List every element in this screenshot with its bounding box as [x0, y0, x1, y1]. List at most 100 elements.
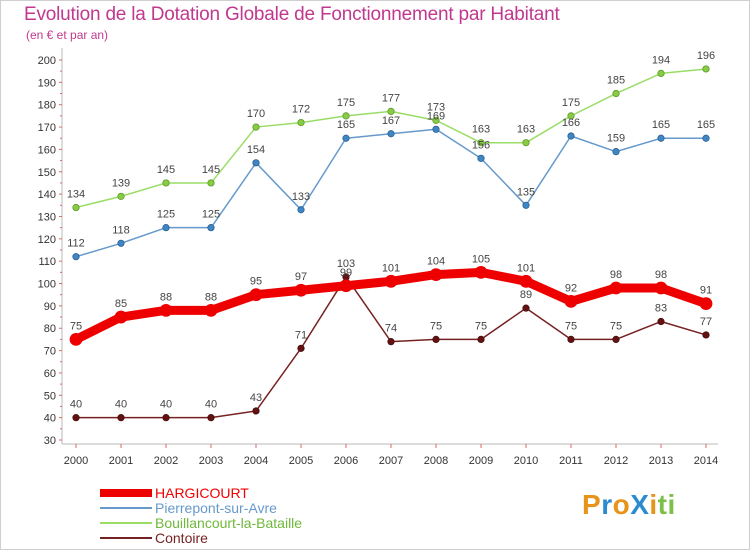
x-tick-label: 2012: [604, 455, 628, 467]
data-label-contoire: 77: [700, 316, 712, 328]
x-tick-label: 2001: [109, 455, 133, 467]
data-label-contoire: 74: [385, 323, 397, 335]
data-point-bouillancourt-la-bataille: [702, 65, 710, 73]
y-tick-label: 50: [44, 390, 56, 402]
data-point-contoire: [657, 317, 665, 326]
data-label-hargicourt: 105: [472, 253, 490, 265]
data-label-bouillancourt-la-bataille: 175: [337, 97, 355, 109]
data-point-pierrepont-sur-avre: [432, 125, 440, 133]
data-point-hargicourt: [339, 279, 353, 293]
data-label-pierrepont-sur-avre: 167: [382, 115, 400, 127]
data-point-contoire: [612, 335, 620, 344]
data-label-contoire: 43: [250, 392, 262, 404]
data-label-bouillancourt-la-bataille: 145: [157, 164, 175, 176]
data-label-pierrepont-sur-avre: 165: [652, 119, 670, 131]
x-tick-label: 2014: [694, 455, 718, 467]
data-label-pierrepont-sur-avre: 135: [517, 186, 535, 198]
x-tick-label: 2010: [514, 455, 538, 467]
data-label-hargicourt: 99: [340, 267, 352, 279]
data-label-contoire: 75: [610, 320, 622, 332]
legend-label: Contoire: [155, 530, 208, 546]
data-label-pierrepont-sur-avre: 118: [112, 224, 130, 236]
data-point-contoire: [297, 344, 305, 352]
legend-swatch: [100, 522, 152, 524]
x-tick-label: 2002: [154, 455, 178, 467]
data-label-contoire: 75: [565, 320, 577, 332]
x-tick-label: 2013: [649, 455, 673, 467]
data-label-contoire: 83: [655, 303, 667, 315]
data-point-pierrepont-sur-avre: [117, 239, 125, 247]
data-point-pierrepont-sur-avre: [252, 159, 260, 167]
data-label-pierrepont-sur-avre: 169: [427, 110, 445, 122]
data-label-hargicourt: 88: [205, 291, 217, 303]
x-tick-label: 2006: [334, 455, 358, 467]
proxiti-logo: ProXiti: [582, 489, 676, 520]
data-point-bouillancourt-la-bataille: [387, 107, 395, 116]
x-tick-label: 2003: [199, 455, 223, 467]
data-point-hargicourt: [429, 268, 443, 281]
data-point-pierrepont-sur-avre: [477, 154, 485, 162]
data-label-pierrepont-sur-avre: 125: [202, 209, 220, 221]
y-tick-label: 110: [38, 256, 56, 268]
data-point-bouillancourt-la-bataille: [477, 139, 485, 147]
data-point-contoire: [567, 335, 575, 344]
chart-subtitle: (en € et par an): [26, 28, 109, 42]
data-label-contoire: 71: [295, 329, 307, 341]
data-label-bouillancourt-la-bataille: 177: [382, 92, 400, 104]
data-label-pierrepont-sur-avre: 166: [562, 117, 580, 129]
data-point-hargicourt: [609, 281, 623, 295]
x-tick-label: 2008: [424, 455, 448, 467]
data-point-hargicourt: [204, 303, 218, 317]
data-point-contoire: [702, 331, 710, 339]
data-label-contoire: 89: [520, 289, 532, 301]
data-point-pierrepont-sur-avre: [72, 253, 80, 261]
data-point-bouillancourt-la-bataille: [567, 112, 575, 120]
data-point-hargicourt: [69, 333, 83, 346]
y-tick-label: 170: [38, 122, 56, 134]
data-label-hargicourt: 98: [610, 269, 622, 281]
x-tick-label: 2009: [469, 455, 493, 467]
data-point-pierrepont-sur-avre: [342, 134, 350, 142]
x-tick-label: 2005: [289, 455, 313, 467]
y-tick-label: 40: [44, 413, 56, 425]
y-tick-label: 150: [38, 167, 56, 179]
data-label-bouillancourt-la-bataille: 173: [427, 101, 445, 113]
data-label-pierrepont-sur-avre: 154: [247, 144, 265, 156]
x-tick-label: 2007: [379, 455, 403, 467]
data-point-bouillancourt-la-bataille: [252, 123, 260, 131]
data-label-bouillancourt-la-bataille: 170: [247, 108, 265, 120]
data-point-bouillancourt-la-bataille: [432, 116, 440, 124]
y-tick-label: 90: [44, 301, 56, 313]
legend-swatch: [100, 537, 152, 539]
data-point-contoire: [117, 414, 125, 422]
data-label-pierrepont-sur-avre: 112: [67, 238, 85, 250]
data-label-pierrepont-sur-avre: 159: [607, 133, 625, 145]
data-point-bouillancourt-la-bataille: [612, 89, 620, 98]
data-label-bouillancourt-la-bataille: 196: [697, 50, 715, 62]
data-labels: 40 40 40 40 43 71 103 74 75 75 89 75 75 83 77 112 118 125…: [67, 50, 715, 411]
data-point-hargicourt: [564, 295, 578, 308]
y-tick-label: 30: [44, 435, 56, 447]
y-tick-label: 120: [38, 234, 56, 246]
series-layer: [69, 65, 713, 422]
data-point-bouillancourt-la-bataille: [72, 203, 80, 212]
data-point-contoire: [252, 407, 260, 415]
legend-label: HARGICOURT: [155, 485, 249, 501]
data-point-hargicourt: [474, 265, 488, 279]
data-label-bouillancourt-la-bataille: 175: [562, 97, 580, 109]
data-label-hargicourt: 95: [250, 276, 262, 288]
data-point-bouillancourt-la-bataille: [522, 139, 530, 147]
data-label-hargicourt: 98: [655, 269, 667, 281]
data-label-contoire: 75: [430, 320, 442, 332]
data-point-bouillancourt-la-bataille: [207, 179, 215, 187]
series-line-pierrepont-sur-avre: [75, 128, 707, 258]
y-tick-label: 180: [38, 100, 56, 112]
data-point-contoire: [72, 414, 80, 422]
data-label-contoire: 103: [337, 258, 355, 270]
x-tick-label: 2011: [559, 455, 583, 467]
data-point-pierrepont-sur-avre: [162, 224, 170, 232]
data-label-contoire: 40: [70, 399, 82, 411]
data-point-bouillancourt-la-bataille: [162, 179, 170, 187]
x-tick-label: 2004: [244, 455, 268, 467]
